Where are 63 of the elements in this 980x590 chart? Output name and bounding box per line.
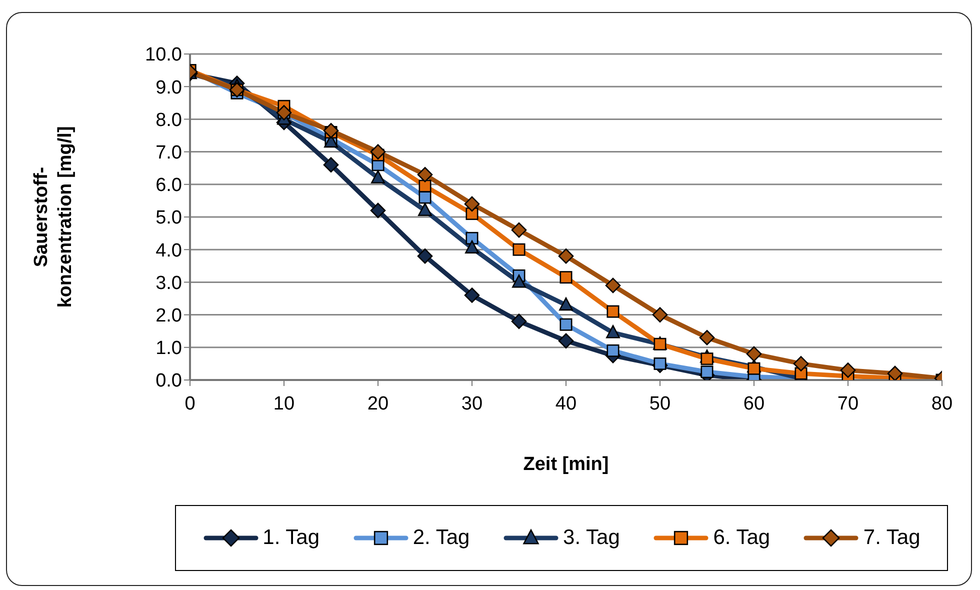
y-tick-label: 1.0 <box>156 338 182 360</box>
x-tick-label: 0 <box>184 393 196 414</box>
y-tick-label: 4.0 <box>156 240 182 262</box>
point <box>887 366 903 380</box>
point <box>699 330 715 346</box>
legend-label: 1. Tag <box>262 526 320 550</box>
x-tick-label: 50 <box>649 393 671 414</box>
point <box>652 307 668 322</box>
x-axis-title: Zeit [min] <box>523 454 609 475</box>
point <box>605 278 621 294</box>
y-tick-label: 8.0 <box>156 110 182 131</box>
point <box>418 180 432 192</box>
x-tick-label: 70 <box>837 393 859 414</box>
point <box>371 170 385 184</box>
point <box>606 325 620 338</box>
point <box>700 352 714 366</box>
x-tick-label: 80 <box>931 393 953 414</box>
point <box>512 243 526 256</box>
point <box>464 196 480 212</box>
y-tick-label: 7.0 <box>156 142 182 164</box>
point <box>512 274 526 288</box>
point <box>560 271 572 284</box>
point <box>746 346 762 362</box>
legend-label: 2. Tag <box>412 526 470 550</box>
x-tick-label: 20 <box>367 393 389 414</box>
point <box>418 191 432 204</box>
point <box>370 144 386 160</box>
point <box>559 297 573 311</box>
y-tick-label: 3.0 <box>156 272 182 294</box>
point <box>606 344 620 357</box>
point <box>558 248 574 264</box>
point <box>840 362 856 378</box>
x-tick-label: 40 <box>555 393 577 414</box>
point <box>606 305 620 318</box>
point <box>748 362 760 375</box>
point <box>323 157 339 172</box>
point <box>370 202 386 218</box>
point <box>418 202 432 216</box>
y-tick-label: 6.0 <box>156 175 182 196</box>
y-tick-label: 2.0 <box>156 306 182 327</box>
point <box>464 288 480 303</box>
point <box>511 314 527 329</box>
point <box>466 232 478 244</box>
y-tick-label: 9.0 <box>156 77 182 98</box>
point <box>417 248 433 264</box>
point <box>793 356 809 372</box>
point <box>654 357 666 370</box>
x-tick-label: 10 <box>273 393 295 414</box>
point <box>558 333 574 349</box>
point <box>560 318 572 331</box>
legend-label: 7. Tag <box>863 526 920 550</box>
point <box>511 222 527 238</box>
y-tick-label: 0.0 <box>156 370 182 392</box>
legend-label: 6. Tag <box>713 526 770 550</box>
y-tick-label: 10.0 <box>145 44 182 66</box>
legend-label: 3. Tag <box>563 526 620 550</box>
y-tick-label: 5.0 <box>156 208 182 229</box>
point <box>465 240 479 254</box>
y-axis-title: Sauerstoff-konzentration [mg/l] <box>31 126 76 308</box>
x-tick-label: 60 <box>743 393 765 414</box>
x-tick-label: 30 <box>461 393 483 414</box>
point <box>323 122 339 138</box>
point <box>417 166 433 182</box>
